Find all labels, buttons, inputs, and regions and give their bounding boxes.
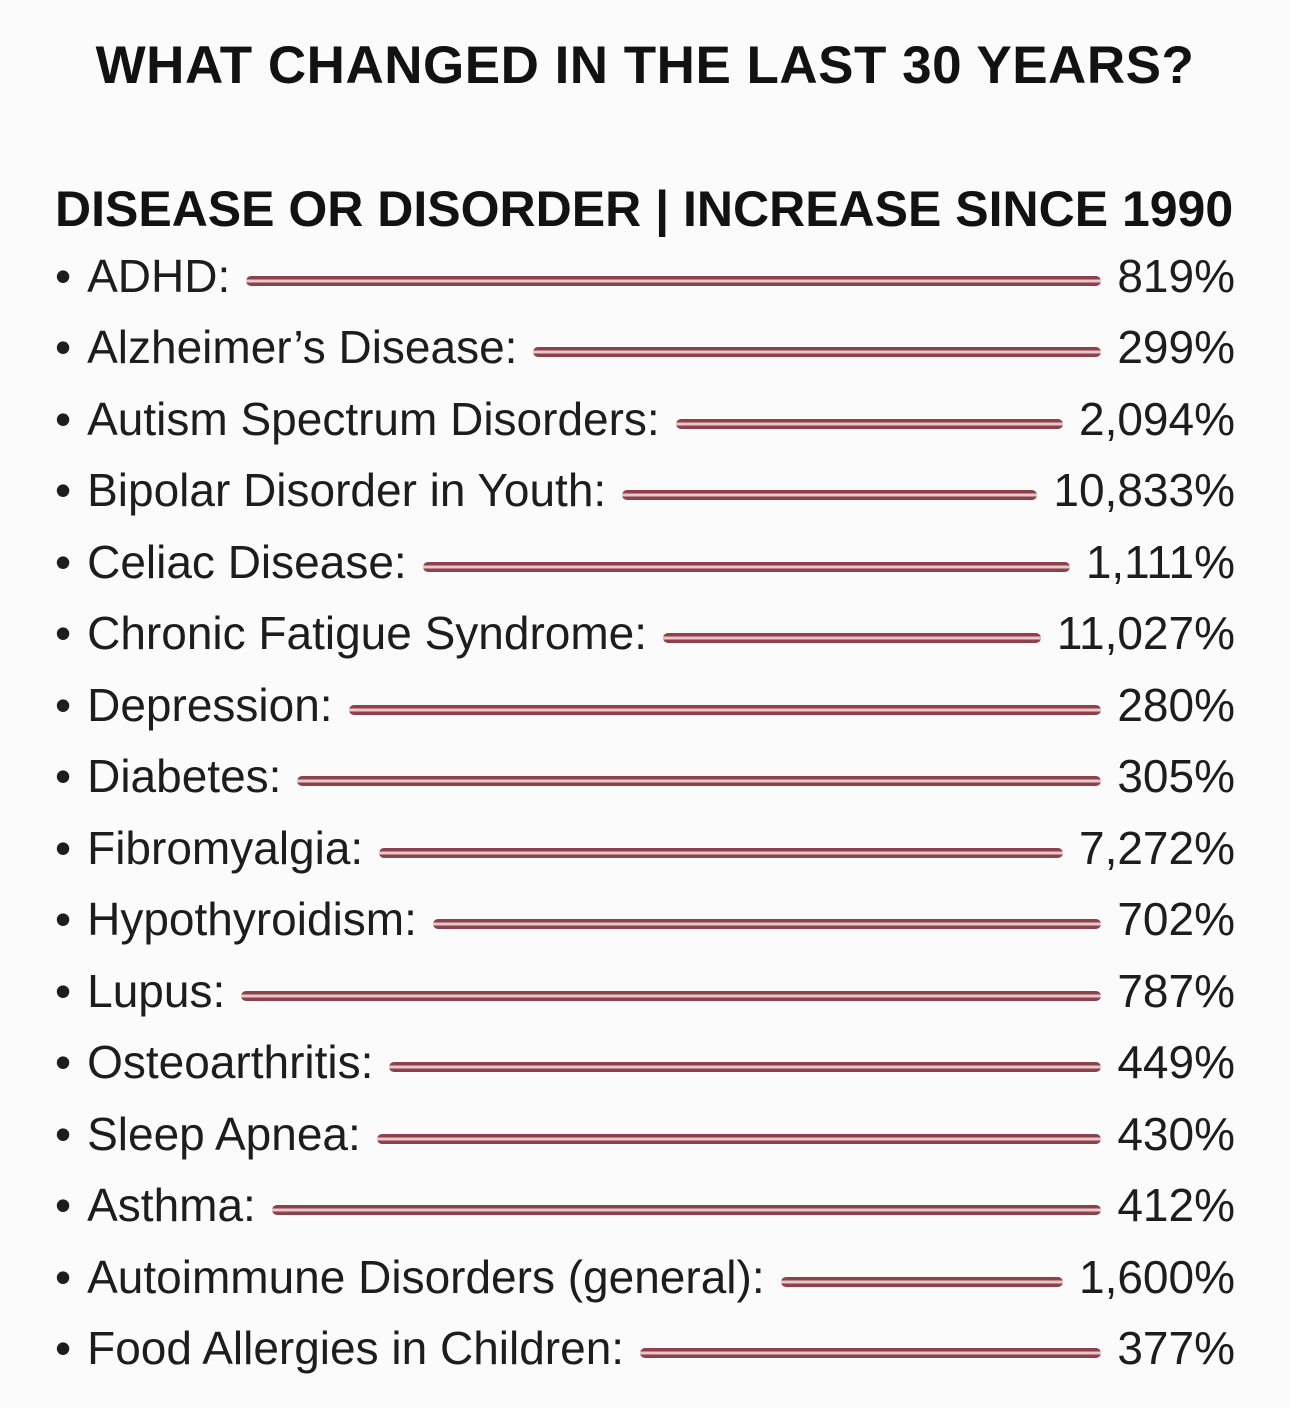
disease-label: ADHD: — [87, 249, 231, 302]
bullet-icon: • — [55, 1250, 72, 1303]
list-item: • Bipolar Disorder in Youth: 10,833% — [55, 455, 1235, 527]
bullet-icon: • — [55, 821, 72, 874]
increase-value: 430% — [1117, 1107, 1235, 1160]
disease-list: • ADHD: 819% • Alzheimer’s Disease: 299%… — [55, 240, 1235, 1384]
increase-value: 280% — [1117, 678, 1235, 731]
bullet-icon: • — [55, 964, 72, 1017]
disease-label: Hypothyroidism: — [87, 893, 417, 946]
leader-line — [422, 561, 1070, 572]
increase-value: 2,094% — [1078, 392, 1235, 445]
leader-line — [780, 1276, 1063, 1287]
increase-value: 702% — [1117, 893, 1235, 946]
disease-label: Asthma: — [87, 1179, 256, 1232]
leader-line — [432, 919, 1102, 930]
increase-value: 1,111% — [1085, 535, 1235, 588]
disease-label: Bipolar Disorder in Youth: — [87, 464, 607, 517]
disease-label: Diabetes: — [87, 750, 282, 803]
increase-value: 1,600% — [1078, 1250, 1235, 1303]
list-item: • Food Allergies in Children: 377% — [55, 1313, 1235, 1385]
increase-value: 299% — [1117, 321, 1235, 374]
list-item: • Autism Spectrum Disorders: 2,094% — [55, 383, 1235, 455]
page-title: WHAT CHANGED IN THE LAST 30 YEARS? — [95, 36, 1195, 95]
disease-label: Autoimmune Disorders (general): — [87, 1250, 765, 1303]
leader-line — [675, 418, 1063, 429]
leader-line — [533, 347, 1102, 358]
bullet-icon: • — [55, 750, 72, 803]
disease-label: Osteoarthritis: — [87, 1036, 374, 1089]
disease-label: Autism Spectrum Disorders: — [87, 392, 660, 445]
leader-line — [640, 1348, 1102, 1359]
bullet-icon: • — [55, 464, 72, 517]
disease-label: Chronic Fatigue Syndrome: — [87, 607, 648, 660]
list-item: • Sleep Apnea: 430% — [55, 1098, 1235, 1170]
bullet-icon: • — [55, 607, 72, 660]
bullet-icon: • — [55, 678, 72, 731]
list-item: • Autoimmune Disorders (general): 1,600% — [55, 1241, 1235, 1313]
bullet-icon: • — [55, 321, 72, 374]
leader-line — [348, 704, 1102, 715]
leader-line — [297, 776, 1102, 787]
list-item: • ADHD: 819% — [55, 240, 1235, 312]
leader-line — [271, 1205, 1102, 1216]
leader-line — [663, 633, 1041, 644]
increase-value: 819% — [1117, 249, 1235, 302]
disease-label: Fibromyalgia: — [87, 821, 364, 874]
list-item: • Lupus: 787% — [55, 955, 1235, 1027]
leader-line — [622, 490, 1038, 501]
list-item: • Diabetes: 305% — [55, 741, 1235, 813]
bullet-icon: • — [55, 392, 72, 445]
disease-label: Sleep Apnea: — [87, 1107, 361, 1160]
list-item: • Osteoarthritis: 449% — [55, 1027, 1235, 1099]
list-item: • Asthma: 412% — [55, 1170, 1235, 1242]
disease-label: Food Allergies in Children: — [87, 1322, 625, 1375]
leader-line — [389, 1062, 1102, 1073]
leader-line — [379, 847, 1063, 858]
list-item: • Hypothyroidism: 702% — [55, 884, 1235, 956]
disease-label: Depression: — [87, 678, 333, 731]
infographic: WHAT CHANGED IN THE LAST 30 YEARS? DISEA… — [0, 35, 1290, 1408]
disease-label: Celiac Disease: — [87, 535, 407, 588]
bullet-icon: • — [55, 249, 72, 302]
bullet-icon: • — [55, 535, 72, 588]
increase-value: 787% — [1117, 964, 1235, 1017]
increase-value: 11,027% — [1056, 607, 1235, 660]
list-item: • Celiac Disease: 1,111% — [55, 526, 1235, 598]
page-subtitle: DISEASE OR DISORDER | INCREASE SINCE 199… — [55, 181, 1234, 237]
leader-line — [241, 990, 1102, 1001]
increase-value: 305% — [1117, 750, 1235, 803]
list-item: • Fibromyalgia: 7,272% — [55, 812, 1235, 884]
increase-value: 377% — [1117, 1322, 1235, 1375]
leader-line — [246, 275, 1102, 286]
leader-line — [376, 1133, 1102, 1144]
bullet-icon: • — [55, 1179, 72, 1232]
disease-label: Lupus: — [87, 964, 226, 1017]
bullet-icon: • — [55, 1322, 72, 1375]
increase-value: 10,833% — [1053, 464, 1235, 517]
bullet-icon: • — [55, 1036, 72, 1089]
increase-value: 412% — [1117, 1179, 1235, 1232]
disease-label: Alzheimer’s Disease: — [87, 321, 518, 374]
list-item: • Alzheimer’s Disease: 299% — [55, 312, 1235, 384]
bullet-icon: • — [55, 893, 72, 946]
increase-value: 7,272% — [1078, 821, 1235, 874]
increase-value: 449% — [1117, 1036, 1235, 1089]
list-item: • Depression: 280% — [55, 669, 1235, 741]
list-item: • Chronic Fatigue Syndrome: 11,027% — [55, 598, 1235, 670]
bullet-icon: • — [55, 1107, 72, 1160]
